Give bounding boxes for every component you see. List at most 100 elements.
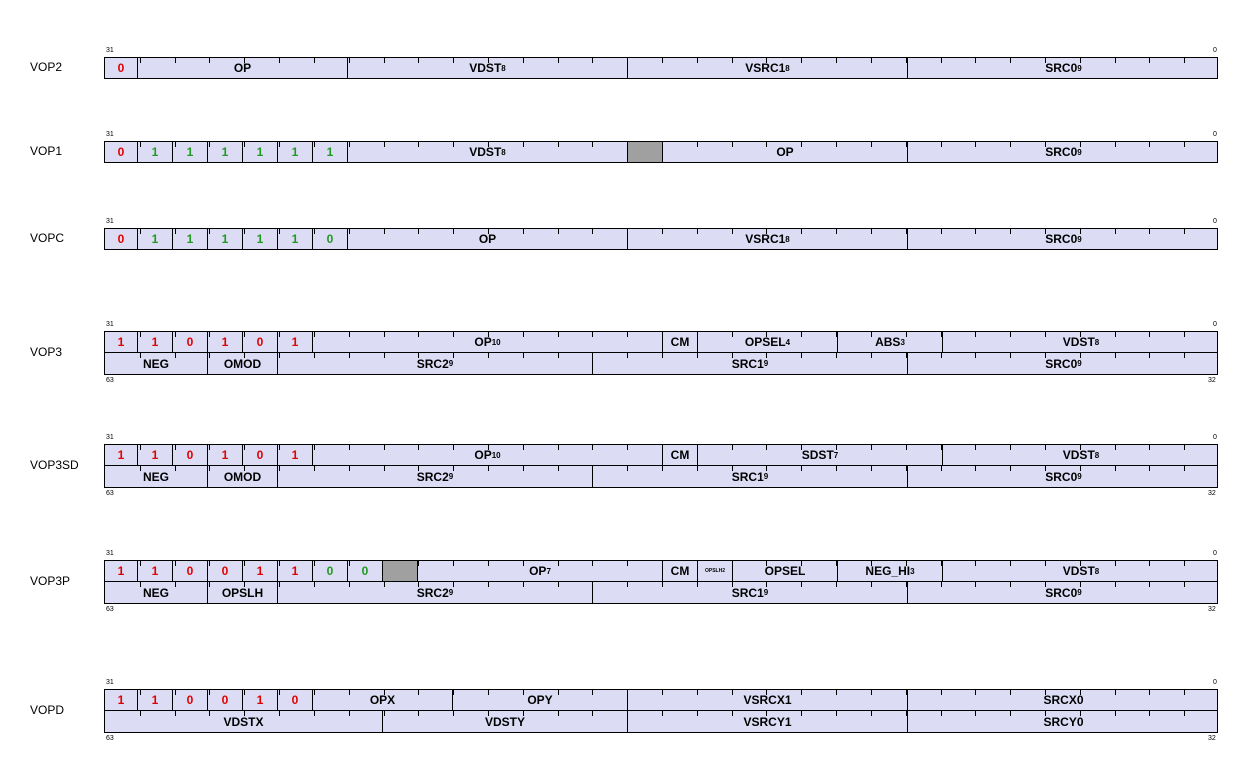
bit-tick xyxy=(558,561,559,566)
bit-tick xyxy=(418,332,419,337)
bit-number-high: 31 xyxy=(106,550,114,557)
field-label: SRC0 xyxy=(1045,145,1078,159)
field-vdsty: VDSTY xyxy=(382,711,627,732)
bit-tick xyxy=(418,445,419,450)
field-label: OPSLH xyxy=(221,585,264,600)
bit-number-high: 31 xyxy=(106,321,114,328)
bit-tick xyxy=(1080,229,1081,234)
bit-tick xyxy=(523,229,524,234)
field-1: 1 xyxy=(105,561,137,581)
bit-tick xyxy=(906,466,907,471)
bit-tick xyxy=(140,142,141,147)
bit-tick xyxy=(836,466,837,471)
bit-number-high: 31 xyxy=(106,679,114,686)
field-vdst: VDST 8 xyxy=(942,561,1219,581)
field-label: VDST xyxy=(1062,564,1095,578)
field-1: 1 xyxy=(137,332,172,352)
bit-tick xyxy=(801,690,802,695)
bit-tick xyxy=(1115,58,1116,63)
bit-tick xyxy=(801,229,802,234)
bit-tick xyxy=(558,142,559,147)
bit-tick xyxy=(836,711,837,716)
bit-tick xyxy=(1149,229,1150,234)
bit-tick xyxy=(732,142,733,147)
encoding-word-row: NEG OMOD SRC2 9 SRC1 9 SRC0 9 xyxy=(104,353,1218,375)
field-label: OP xyxy=(233,61,252,75)
bit-number-low: 0 xyxy=(1213,679,1217,686)
field-width-subscript: 9 xyxy=(1077,147,1082,157)
bit-tick xyxy=(314,229,315,234)
bit-tick xyxy=(175,690,176,695)
bit-tick xyxy=(627,445,628,450)
bit-tick xyxy=(1080,445,1081,450)
bit-tick xyxy=(140,58,141,63)
field-width-subscript: 10 xyxy=(491,337,501,347)
bit-tick xyxy=(140,466,141,471)
bit-tick xyxy=(314,353,315,358)
bit-tick xyxy=(418,229,419,234)
field-cm: CM xyxy=(662,332,697,352)
bit-tick xyxy=(314,142,315,147)
encoding-word-row: 1 1 0 1 0 1 OP 10 CM SDST 7 VDST 8 xyxy=(104,444,1218,466)
bit-tick xyxy=(488,229,489,234)
field-1: 1 xyxy=(242,229,277,249)
bit-tick xyxy=(871,353,872,358)
bit-tick xyxy=(592,142,593,147)
bit-tick xyxy=(384,582,385,587)
bit-number-low: 0 xyxy=(1213,47,1217,54)
bit-tick xyxy=(279,332,280,337)
bit-tick xyxy=(314,445,315,450)
bit-tick xyxy=(488,332,489,337)
bit-tick xyxy=(279,466,280,471)
bit-tick xyxy=(140,445,141,450)
bit-number-low: 0 xyxy=(1213,550,1217,557)
bit-tick xyxy=(732,711,733,716)
bit-tick xyxy=(836,142,837,147)
bit-tick xyxy=(592,58,593,63)
bit-tick xyxy=(488,711,489,716)
field-0: 0 xyxy=(172,690,207,710)
field-width-subscript: 7 xyxy=(833,450,839,460)
bit-tick xyxy=(488,445,489,450)
bit-tick xyxy=(523,58,524,63)
field-opsel: OPSEL xyxy=(732,561,837,581)
bit-tick xyxy=(1010,561,1011,566)
bit-tick xyxy=(975,690,976,695)
bit-tick xyxy=(801,332,802,337)
bit-tick xyxy=(1010,690,1011,695)
bit-tick xyxy=(766,142,767,147)
bit-tick xyxy=(1045,142,1046,147)
bit-tick xyxy=(418,142,419,147)
bit-number-high: 31 xyxy=(106,47,114,54)
encoding-word-row: 0 OP VDST 8 VSRC1 8 SRC0 9 xyxy=(104,57,1218,79)
bit-tick xyxy=(697,466,698,471)
field-label: OP xyxy=(529,564,547,578)
field-vdstx: VDSTX xyxy=(105,711,382,732)
bit-tick xyxy=(1115,142,1116,147)
bit-tick xyxy=(209,332,210,337)
bit-tick xyxy=(418,582,419,587)
field-vdst: VDST 8 xyxy=(942,445,1219,465)
bit-tick xyxy=(941,353,942,358)
field-opslh2: OPSLH2 xyxy=(697,561,732,581)
bit-tick xyxy=(975,332,976,337)
field-1: 1 xyxy=(207,332,242,352)
bit-tick xyxy=(279,229,280,234)
field-label: SRCX0 xyxy=(1043,693,1084,707)
bit-tick xyxy=(1115,466,1116,471)
bit-tick xyxy=(697,353,698,358)
bit-tick xyxy=(1080,353,1081,358)
field-1: 1 xyxy=(137,142,172,162)
bit-tick xyxy=(558,229,559,234)
bit-tick xyxy=(836,353,837,358)
bit-tick xyxy=(244,561,245,566)
bit-tick xyxy=(418,58,419,63)
field-src1: SRC1 9 xyxy=(592,582,907,603)
field-label: OPX xyxy=(369,693,396,707)
field-label: SRC2 xyxy=(416,356,449,371)
bit-tick xyxy=(1184,561,1185,566)
bit-tick xyxy=(732,445,733,450)
bit-number-low: 0 xyxy=(1213,434,1217,441)
bit-tick xyxy=(453,142,454,147)
bit-tick xyxy=(488,561,489,566)
